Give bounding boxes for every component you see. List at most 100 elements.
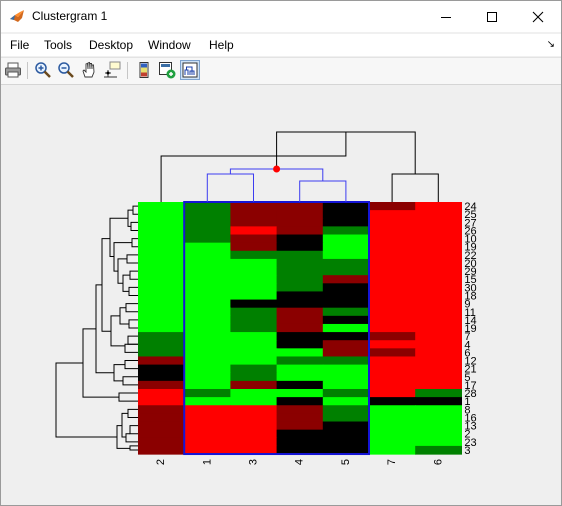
row-label: 23 [464,437,476,449]
print-button[interactable] [3,60,23,80]
heatmap-cell [322,445,370,455]
minimize-icon [441,16,451,18]
heatmap-cell [184,356,231,366]
matlab-app-icon [9,8,25,24]
menu-window[interactable]: Window [148,38,191,52]
heatmap-cell [415,323,462,333]
heatmap-cell [230,356,278,366]
heatmap-cell [369,405,416,414]
heatmap-cell [276,445,324,455]
heatmap-cell [230,250,278,260]
clustergram-plot[interactable]: 2 1 3 4 5 7 6242527261019222029153018911141974… [1,85,561,505]
maximize-icon [487,11,497,22]
heatmap-cell [369,258,416,268]
menu-file[interactable]: File [10,38,30,52]
dendrogram-toggle-button[interactable] [180,60,200,80]
row-label: 4 [464,339,470,351]
heatmap-cell [415,299,462,309]
heatmap-cell [415,226,462,236]
row-label: 10 [464,234,476,246]
heatmap-cell [138,437,185,447]
heatmap-cell [184,210,231,219]
row-dendrogram-branch [110,315,125,347]
heatmap-cell [322,267,370,276]
heatmap-cell [138,380,185,390]
heatmap-cell [138,421,185,431]
heatmap-cell [415,275,462,284]
heatmap-cell [322,372,370,382]
figure-canvas[interactable]: 2 1 3 4 5 7 6 24 25 27 26 10 19 22 20 29 15 30 18 9 11 14 19 7 4… [1,85,561,505]
export-group-button[interactable] [157,60,177,80]
heatmap-cell [322,307,370,317]
menu-tools[interactable]: Tools [44,38,73,52]
heatmap-cell [138,283,185,293]
zoom-in-button[interactable] [33,60,53,80]
heatmap-cell [322,299,370,309]
heatmap-cell [276,242,324,252]
heatmap-cell [230,275,278,284]
row-label: 19 [464,242,476,254]
row-label: 2 [464,429,470,441]
heatmap-cell [415,291,462,301]
heatmap-cell [369,340,416,349]
heatmap-cell [276,380,324,390]
maximize-button[interactable] [469,1,515,32]
heatmap-cell [138,388,185,398]
zoom-out-button[interactable] [56,60,76,80]
heatmap-cell [276,340,324,349]
heatmap-cell [322,388,370,398]
heatmap-cell [322,332,370,341]
heatmap-cell [415,364,462,374]
menu-desktop[interactable]: Desktop [89,38,134,52]
colorbar-button[interactable] [134,60,154,80]
heatmap-cell [369,291,416,301]
heatmap-cell [322,421,370,431]
heatmap-cell [184,275,231,284]
heatmap-cell [415,356,462,366]
row-dendrogram-branch [128,319,138,329]
heatmap-cell [230,218,278,227]
close-button[interactable] [515,1,561,32]
row-label: 16 [464,412,476,424]
heatmap-cell [369,429,416,439]
row-label: 26 [464,225,476,237]
heatmap-cell [276,275,324,284]
colorbar-icon [139,62,149,78]
row-dendrogram-branch [125,303,138,313]
row-dendrogram-branch [124,360,138,370]
data-cursor-button[interactable] [102,60,122,80]
title-bar[interactable]: Clustergram 1 [1,1,561,32]
heatmap-cell [369,397,416,406]
heatmap-cell [184,340,231,349]
heatmap-cell [276,356,324,366]
pan-button[interactable] [79,60,99,80]
heatmap-cell [369,275,416,284]
row-label: 14 [464,315,476,327]
heatmap-cell [230,340,278,349]
heatmap-cell [230,348,278,358]
heatmap-cell [184,267,231,276]
heatmap-cell [230,388,278,398]
heatmap-cell [138,372,185,382]
heatmap-cell [415,397,462,406]
dock-arrow-icon[interactable]: ↘ [546,39,555,50]
heatmap-cell [184,332,231,341]
heatmap-cell [322,323,370,333]
heatmap-cell [184,445,231,455]
heatmap-cell [230,380,278,390]
heatmap-cell [369,299,416,309]
heatmap-cell [138,397,185,406]
heatmap-cell [415,437,462,447]
minimize-button[interactable] [423,1,469,32]
heatmap-cell [415,210,462,219]
heatmap-cell [415,218,462,227]
heatmap-cell [276,291,324,301]
row-label: 21 [464,364,476,376]
print-icon [5,62,21,78]
heatmap-cell [138,299,185,309]
heatmap-cell [415,413,462,423]
heatmap-cell [138,413,185,423]
heatmap-cell [322,348,370,358]
row-label: 5 [464,372,470,384]
menu-help[interactable]: Help [209,38,234,52]
